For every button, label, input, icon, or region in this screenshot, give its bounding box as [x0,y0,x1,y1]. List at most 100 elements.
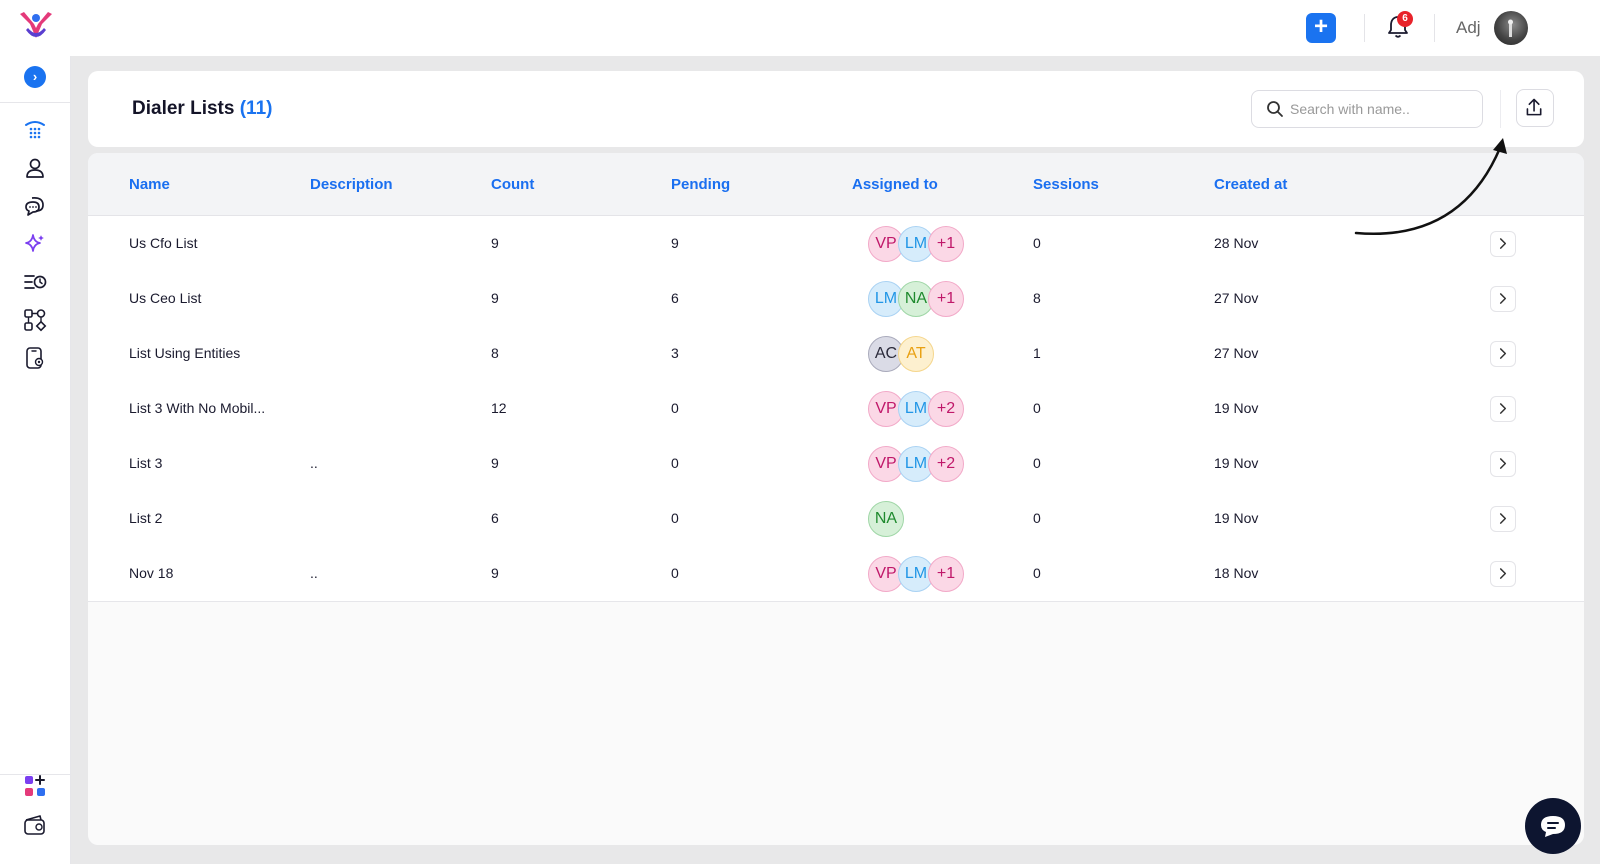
row-open-button[interactable] [1490,396,1516,422]
assignee-avatar[interactable]: NA [868,501,904,537]
chevron-right-icon [1499,293,1507,304]
column-header-sessions[interactable]: Sessions [1033,176,1099,193]
chevron-right-icon [1499,568,1507,579]
column-header-name[interactable]: Name [129,176,170,193]
chat-bubble-icon [1541,816,1565,837]
cell-created-at: 18 Nov [1214,565,1259,581]
row-open-button[interactable] [1490,506,1516,532]
cell-count: 12 [491,400,507,416]
row-open-button[interactable] [1490,231,1516,257]
chat-support-button[interactable] [1525,798,1581,854]
cell-sessions: 0 [1033,400,1041,416]
add-button[interactable]: + [1306,13,1336,43]
table-row[interactable]: Us Ceo List 9 6 8 27 Nov LM NA +1 [88,271,1584,327]
cell-pending: 0 [671,455,679,471]
page-title: Dialer Lists (11) [132,98,272,120]
divider [1434,14,1435,42]
chat-icon[interactable] [23,194,47,218]
cell-name: Us Cfo List [129,235,198,251]
table-row[interactable]: List 3.. 9 0 0 19 Nov VP LM +2 [88,436,1584,492]
table-row[interactable]: List 2 6 0 0 19 Nov NA [88,491,1584,547]
assignee-avatar[interactable]: +1 [928,226,964,262]
cell-count: 8 [491,345,499,361]
cell-name: List Using Entities [129,345,241,361]
assignee-avatar[interactable]: +2 [928,446,964,482]
assignee-avatar[interactable]: AT [898,336,934,372]
brand-logo-icon[interactable] [18,10,54,44]
cell-count: 9 [491,565,499,581]
phone-settings-icon[interactable] [23,346,47,370]
wallet-icon[interactable] [23,813,47,837]
page-header: Dialer Lists (11) [88,71,1584,147]
cell-sessions: 0 [1033,455,1041,471]
page-title-text: Dialer Lists [132,98,235,119]
upload-icon [1526,98,1542,116]
assignee-avatar[interactable]: VP [868,446,904,482]
divider [1500,90,1501,128]
cell-count: 9 [491,290,499,306]
row-open-button[interactable] [1490,341,1516,367]
cell-created-at: 27 Nov [1214,345,1259,361]
apps-icon[interactable] [23,774,47,798]
cell-created-at: 19 Nov [1214,400,1259,416]
assignee-avatar[interactable]: +1 [928,281,964,317]
chevron-right-icon [1499,238,1507,249]
cell-description: .. [310,455,318,471]
dialpad-icon[interactable] [23,118,47,142]
column-header-assigned-to[interactable]: Assigned to [852,176,938,193]
cell-name: List 3 With No Mobil... [129,400,266,416]
sidebar-expand-button[interactable]: › [24,66,46,88]
cell-count: 9 [491,235,499,251]
search-input[interactable] [1290,99,1470,119]
cell-created-at: 28 Nov [1214,235,1259,251]
divider [0,774,71,775]
chevron-right-icon [1499,348,1507,359]
workflow-icon[interactable] [23,308,47,332]
cell-created-at: 19 Nov [1214,455,1259,471]
cell-count: 9 [491,455,499,471]
sparkle-icon[interactable] [23,232,47,256]
assignee-avatar[interactable]: +1 [928,556,964,592]
cell-description: .. [310,565,318,581]
arrow-annotation [1354,138,1507,236]
row-open-button[interactable] [1490,561,1516,587]
chevron-right-icon [1499,513,1507,524]
table-row[interactable]: List 3 With No Mobil... 12 0 0 19 Nov VP LM +2 [88,381,1584,437]
cell-sessions: 0 [1033,565,1041,581]
cell-pending: 0 [671,565,679,581]
dialer-lists-table: Name Description Count Pending Assigned … [88,153,1584,845]
cell-created-at: 27 Nov [1214,290,1259,306]
top-bar: + 6 Adj [0,0,1600,56]
row-open-button[interactable] [1490,451,1516,477]
contacts-icon[interactable] [23,156,47,180]
sidebar: › [0,56,71,864]
cell-sessions: 0 [1033,510,1041,526]
username[interactable]: Adj [1456,18,1481,37]
cell-name: List 3 [129,455,163,471]
chevron-right-icon [1499,403,1507,414]
cell-name: List 2 [129,510,163,526]
user-avatar[interactable] [1494,11,1528,45]
cell-sessions: 1 [1033,345,1041,361]
cell-pending: 6 [671,290,679,306]
history-icon[interactable] [23,270,47,294]
upload-button[interactable] [1516,89,1554,127]
cell-sessions: 0 [1033,235,1041,251]
search-icon [1267,101,1283,117]
assignee-avatar[interactable]: +2 [928,391,964,427]
table-row[interactable]: List Using Entities 8 3 1 27 Nov AC AT [88,326,1584,382]
row-open-button[interactable] [1490,286,1516,312]
column-header-description[interactable]: Description [310,176,393,193]
assignee-avatar[interactable]: VP [868,556,904,592]
column-header-pending[interactable]: Pending [671,176,731,193]
table-row[interactable]: Nov 18.. 9 0 0 18 Nov VP LM +1 [88,546,1584,602]
divider [0,102,71,103]
cell-pending: 3 [671,345,679,361]
cell-name: Us Ceo List [129,290,202,306]
column-header-created-at[interactable]: Created at [1214,176,1288,193]
assignee-avatar[interactable]: LM [898,226,934,262]
column-header-count[interactable]: Count [491,176,535,193]
assignee-avatar[interactable]: LM [898,556,934,592]
search-box[interactable] [1251,90,1483,128]
cell-name: Nov 18 [129,565,174,581]
